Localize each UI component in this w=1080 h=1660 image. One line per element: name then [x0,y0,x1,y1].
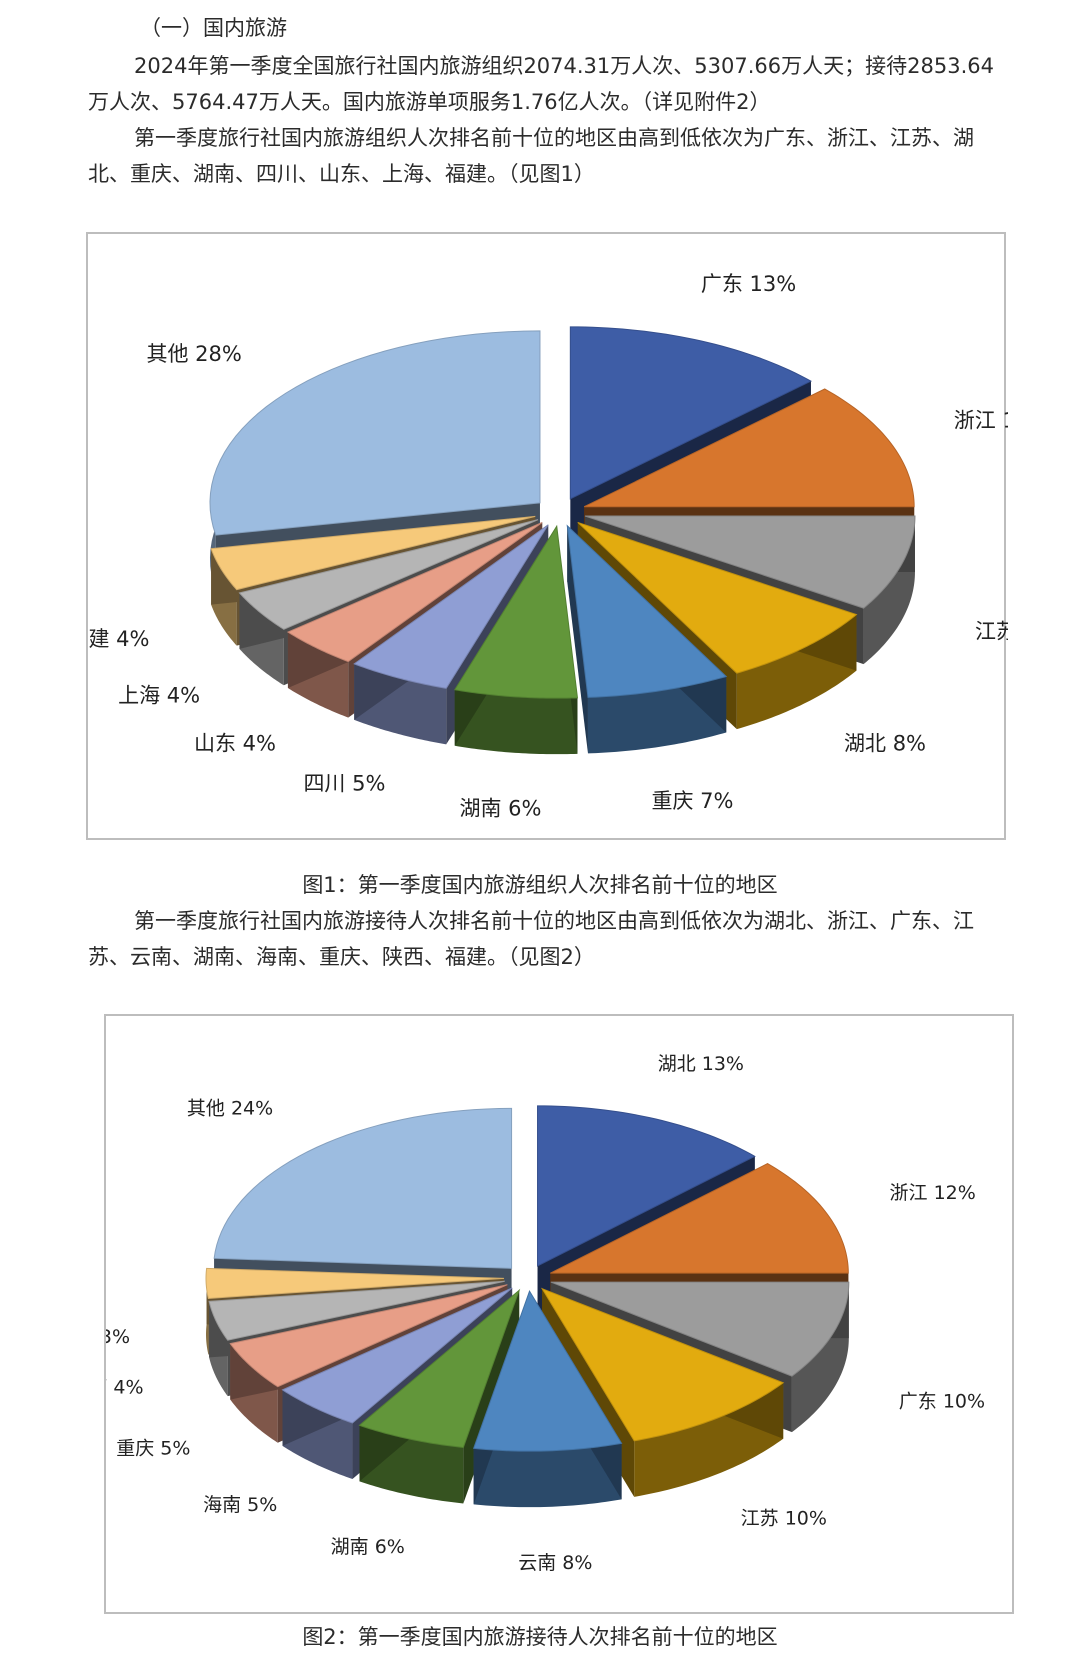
slice-label-11: 其他 28% [146,342,241,366]
pie-chart-received: 湖北 13% 浙江 12% 广东 10% 江苏 10% 云南 8% 湖南 6% 海南 5% 重… [106,1053,985,1574]
pie-slice-5 [472,1290,623,1508]
slice-label-6: 湖南 6% [331,1536,405,1558]
slice-label-1: 广东 13% [701,272,796,296]
pie-slice-4 [540,1287,785,1497]
paragraph-summary: 2024年第一季度全国旅行社国内旅游组织2074.31万人次、5307.66万人… [88,54,994,114]
slice-label-2: 浙江 12% [890,1182,976,1204]
slice-label-4: 湖北 8% [844,731,926,755]
slice-label-8: 山东 4% [194,731,276,755]
slice-label-5: 云南 8% [518,1552,592,1574]
slice-label-10: 福建 3% [106,1326,130,1348]
slice-label-1: 湖北 13% [658,1053,744,1075]
slice-label-3: 江苏 9% [975,620,1008,644]
slice-label-3: 广东 10% [899,1391,985,1413]
pie-slice-6 [453,524,579,755]
pie-chart-organized: 广东 13% 浙江 12% 江苏 9% 湖北 8% 重庆 7% 湖南 6% 四川 5% 山东 … [88,272,1008,821]
slice-label-6: 湖南 6% [459,797,541,821]
pie-slice-5 [566,524,728,754]
slice-label-9: 陕西 4% [106,1377,144,1399]
slice-label-9: 上海 4% [118,683,200,707]
slice-label-4: 江苏 10% [741,1508,827,1530]
slice-label-7: 海南 5% [203,1494,277,1516]
slice-label-11: 其他 24% [187,1097,273,1119]
slice-label-5: 重庆 7% [651,789,733,813]
slice-label-10: 福建 4% [88,627,149,651]
chart-organized-trips: 广东 13% 浙江 12% 江苏 9% 湖北 8% 重庆 7% 湖南 6% 四川 5% 山东 … [86,232,1008,840]
slice-label-8: 重庆 5% [116,1438,190,1460]
slice-label-2: 浙江 12% [954,409,1008,433]
figure1-caption: 图1：第一季度国内旅游组织人次排名前十位的地区 [302,873,778,897]
paragraph-fig1-intro: 第一季度旅行社国内旅游组织人次排名前十位的地区由高到低依次为广东、浙江、江苏、湖… [88,126,974,186]
chart-received-trips: 湖北 13% 浙江 12% 广东 10% 江苏 10% 云南 8% 湖南 6% 海南 5% 重… [104,1014,1014,1614]
slice-label-7: 四川 5% [303,772,385,796]
paragraph-fig2-intro: 第一季度旅行社国内旅游接待人次排名前十位的地区由高到低依次为湖北、浙江、广东、江… [88,909,974,969]
figure2-caption: 图2：第一季度国内旅游接待人次排名前十位的地区 [302,1625,778,1649]
section-heading: （一）国内旅游 [140,16,287,40]
